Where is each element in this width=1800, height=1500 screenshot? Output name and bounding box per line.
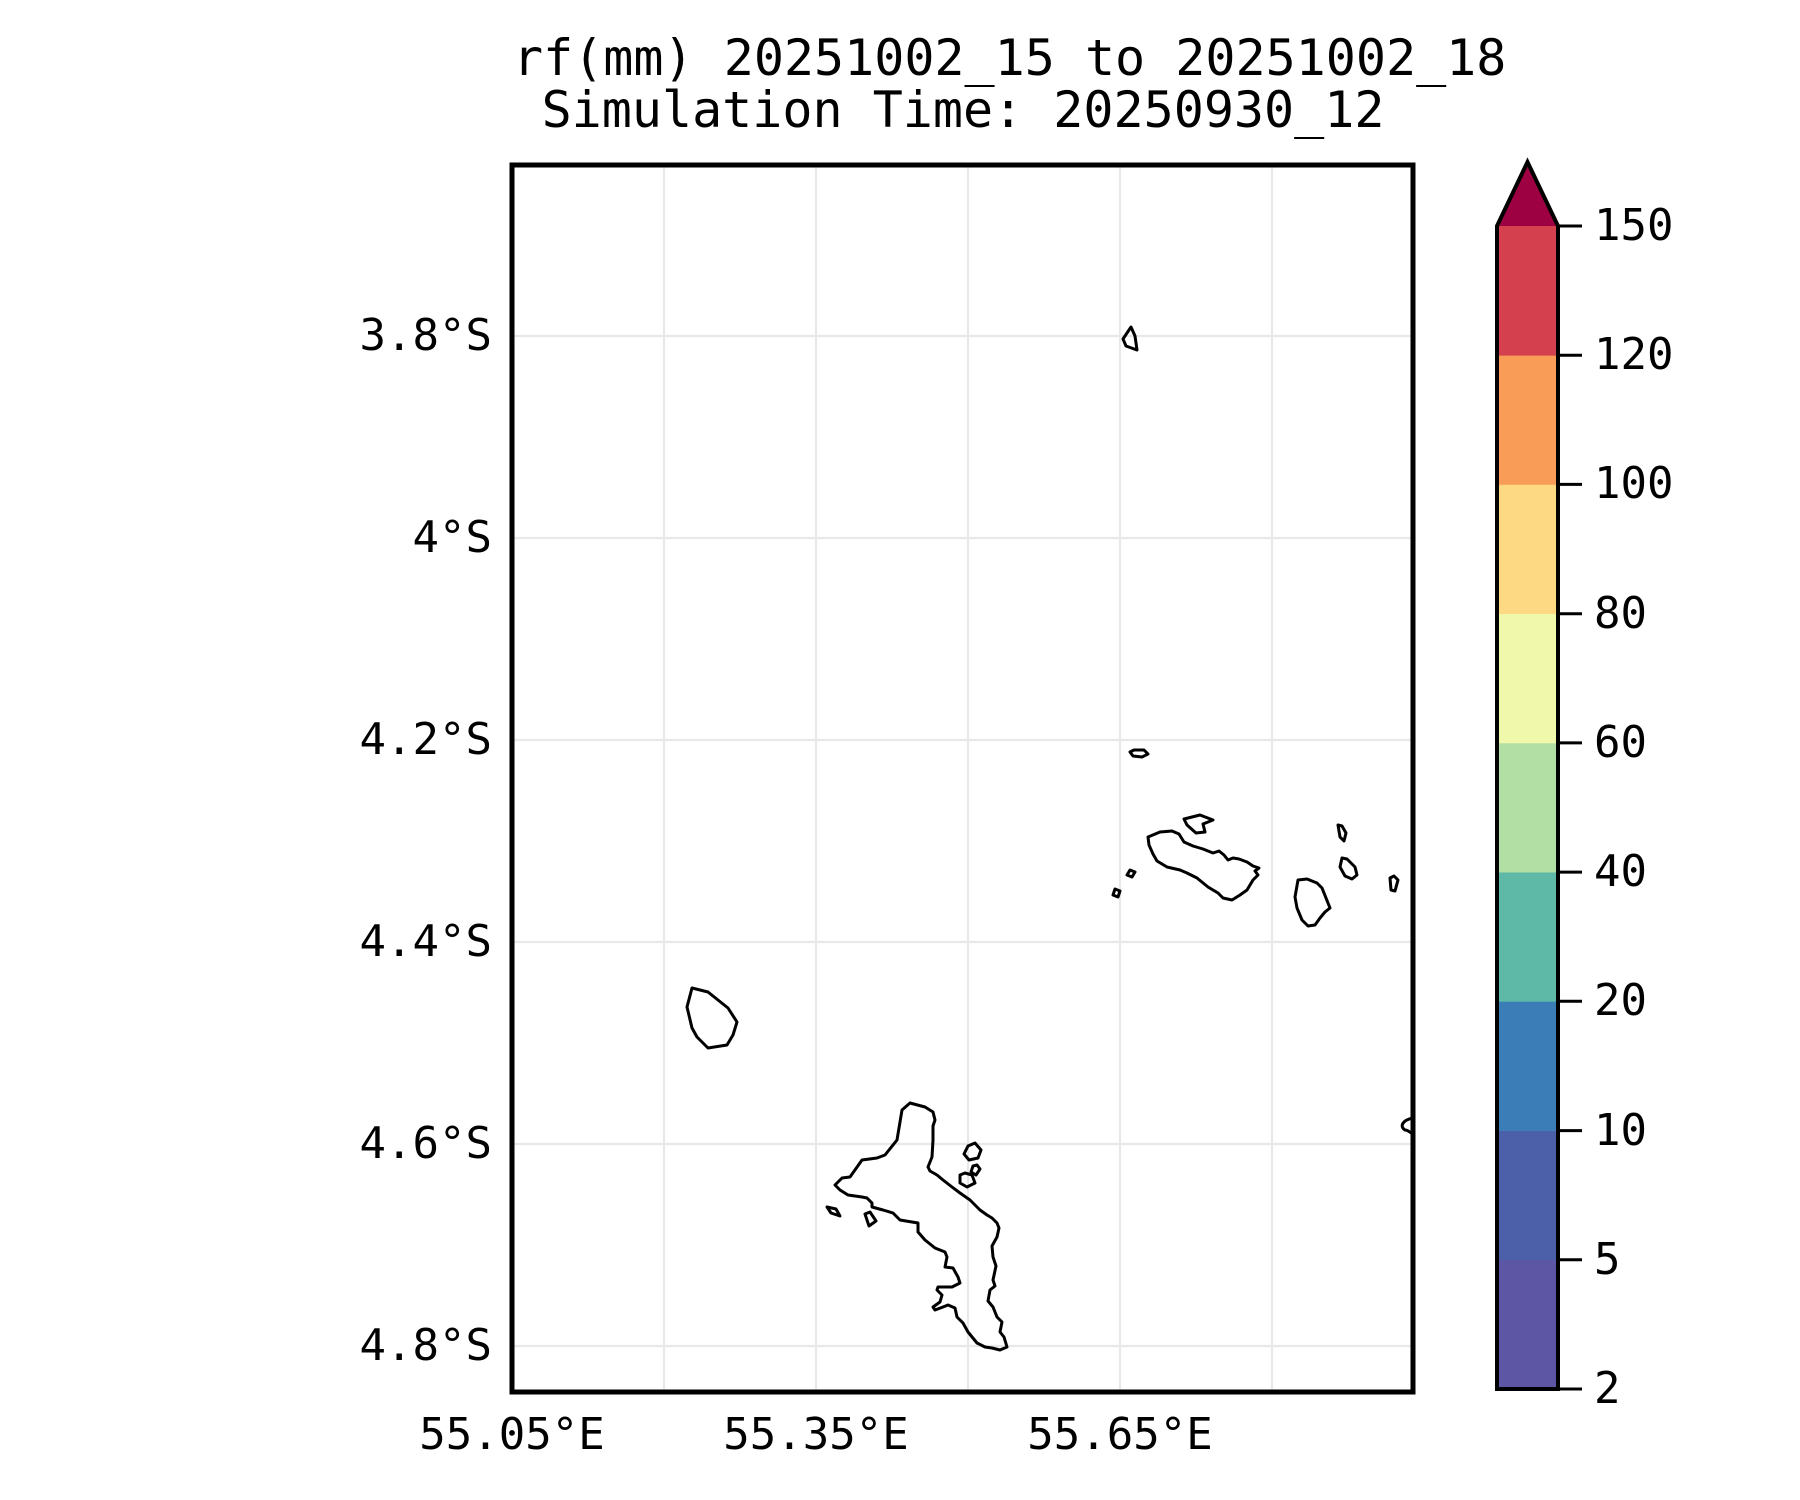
cbtick-20: 20 [1594, 975, 1647, 1026]
colorbar-seg-5-10 [1497, 1130, 1558, 1261]
coastline-moyenne-islet [969, 1163, 982, 1177]
coastline-mahe [833, 1101, 1009, 1352]
ytick-4.8S: 4.8°S [359, 1320, 492, 1371]
colorbar-seg-40-60 [1497, 742, 1558, 873]
cbtick-5: 5 [1594, 1234, 1621, 1285]
coastline-felicite [1338, 856, 1359, 881]
graticule [512, 165, 1413, 1392]
colorbar-seg-2-5 [1497, 1259, 1558, 1390]
xtick-55.05E: 55.05°E [419, 1409, 605, 1460]
cbtick-10: 10 [1594, 1105, 1647, 1156]
coastline-marianne-islet [1388, 874, 1400, 893]
colorbar-seg-20-40 [1497, 872, 1558, 1002]
xtick-55.35E: 55.35°E [723, 1409, 909, 1460]
coastline-sister-islet [1336, 823, 1348, 843]
coastline-aride-islet [1128, 748, 1150, 759]
cbtick-80: 80 [1594, 588, 1647, 639]
cbtick-120: 120 [1594, 329, 1674, 380]
map-frame [509, 162, 1416, 1395]
colorbar-seg-100-120 [1497, 355, 1558, 485]
ytick-4.6S: 4.6°S [359, 1118, 492, 1169]
colorbar-over-arrow [1497, 162, 1558, 226]
xtick-55.65E: 55.65°E [1027, 1409, 1213, 1460]
cbtick-40: 40 [1594, 846, 1647, 897]
ytick-4.2S: 4.2°S [359, 714, 492, 765]
ytick-4S: 4°S [412, 512, 492, 563]
cbtick-60: 60 [1594, 717, 1647, 768]
colorbar-seg-80-100 [1497, 484, 1558, 614]
colorbar-seg-60-80 [1497, 613, 1558, 744]
coastline-cerf-islet [958, 1171, 977, 1189]
coastline-islet-dot-1 [1125, 868, 1137, 879]
colorbar-outline [1495, 157, 1560, 1391]
coastline-ste-anne [962, 1141, 983, 1162]
coastline-north-islet [1121, 325, 1139, 352]
coastline-praslin [1146, 829, 1261, 902]
coastline-fregate-edge [1400, 1116, 1414, 1136]
coastlines [685, 325, 1414, 1352]
coastline-therese-islet [825, 1205, 842, 1218]
ytick-3.8S: 3.8°S [359, 310, 492, 361]
coastline-conception-islet [863, 1210, 878, 1228]
colorbar-tickmarks [1558, 224, 1582, 1391]
cbtick-100: 100 [1594, 458, 1674, 509]
coastline-la-digue [1293, 877, 1332, 928]
plot-title-line2: Simulation Time: 20250930_12 [541, 81, 1385, 139]
coastline-islet-dot-2 [1111, 887, 1122, 899]
colorbar [1495, 157, 1582, 1391]
cbtick-2: 2 [1594, 1363, 1621, 1414]
plot-title-line1: rf(mm) 20251002_15 to 20251002_18 [513, 29, 1507, 87]
colorbar-seg-120-150 [1497, 226, 1558, 356]
colorbar-seg-10-20 [1497, 1001, 1558, 1131]
cbtick-150: 150 [1594, 200, 1674, 251]
coastline-silhouette [685, 986, 739, 1050]
coastline-curieuse [1182, 813, 1215, 835]
ytick-4.4S: 4.4°S [359, 916, 492, 967]
